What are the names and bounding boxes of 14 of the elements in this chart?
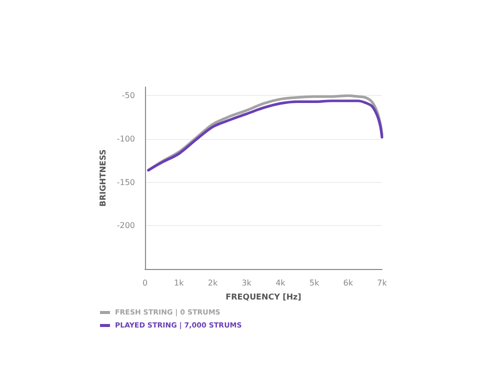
x-tick-label: 4k — [276, 278, 286, 288]
x-tick-label: 3k — [242, 278, 252, 288]
x-tick-label: 6k — [343, 278, 354, 288]
x-tick-label: 5k — [309, 278, 320, 288]
y-tick-label: -50 — [122, 91, 135, 100]
x-tick-label: 7k — [377, 278, 388, 288]
x-axis-title: FREQUENCY [Hz] — [226, 292, 302, 302]
x-tick-label: 0 — [142, 278, 148, 288]
x-tick-label: 1k — [174, 278, 184, 288]
y-tick-label: -150 — [116, 178, 135, 187]
y-tick-label: -200 — [116, 221, 135, 230]
y-axis-title: BRIGHTNESS — [98, 149, 108, 207]
y-tick-label: -100 — [116, 134, 135, 144]
x-tick-label: 2k — [208, 278, 218, 288]
